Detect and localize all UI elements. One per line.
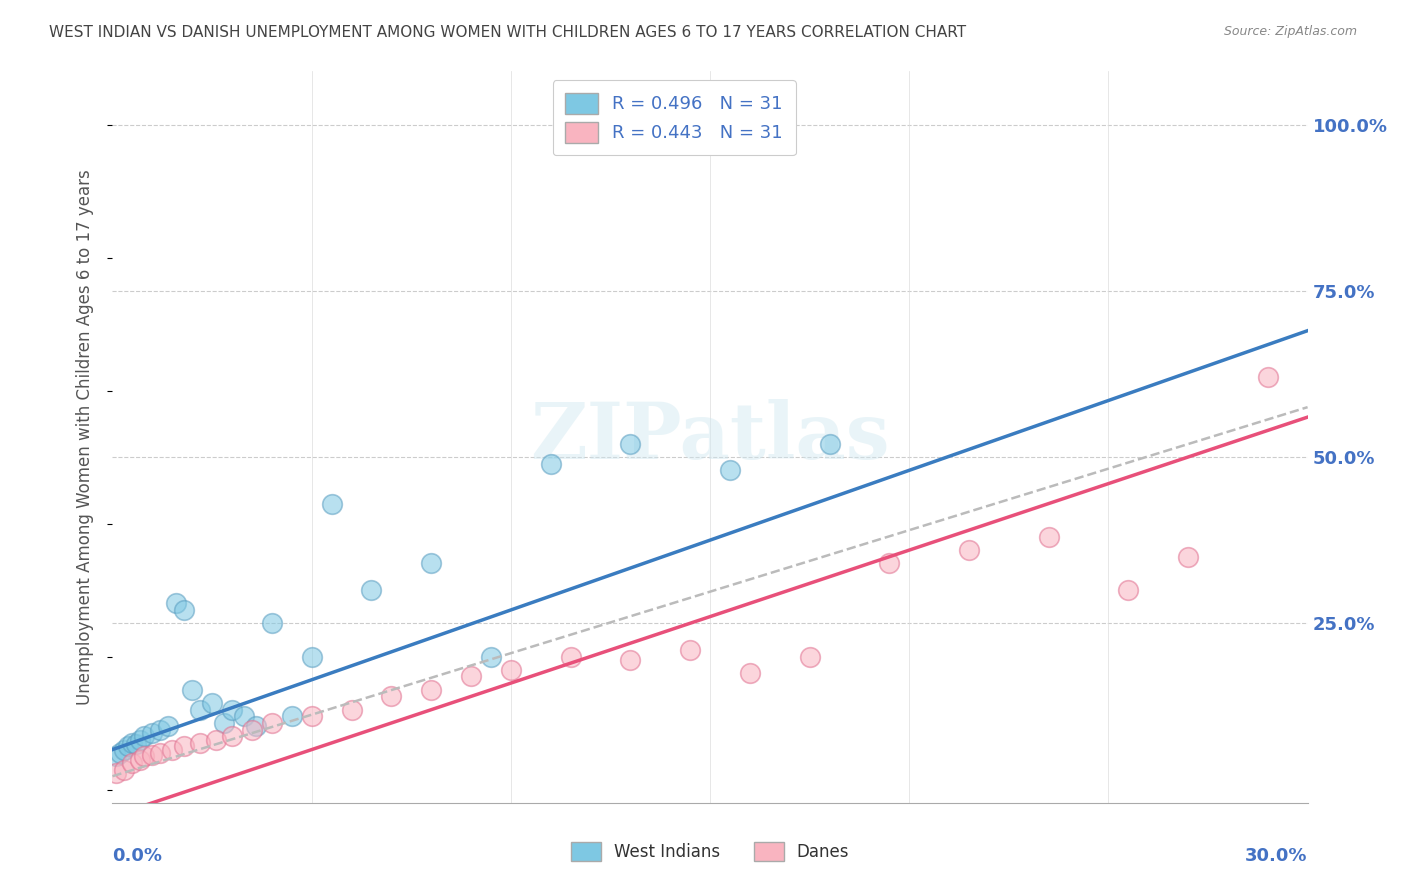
Text: ZIPatlas: ZIPatlas — [530, 399, 890, 475]
Point — [499, 663, 522, 677]
Point — [233, 709, 256, 723]
Point — [818, 436, 841, 450]
Point — [125, 737, 148, 751]
Point — [679, 643, 702, 657]
Point — [560, 649, 582, 664]
Point — [165, 596, 187, 610]
Point — [188, 736, 211, 750]
Point — [540, 457, 562, 471]
Point — [479, 649, 502, 664]
Point — [212, 716, 235, 731]
Text: Source: ZipAtlas.com: Source: ZipAtlas.com — [1223, 25, 1357, 38]
Point — [162, 742, 183, 756]
Point — [260, 716, 283, 731]
Point — [121, 756, 143, 770]
Point — [1257, 370, 1279, 384]
Point — [240, 723, 263, 737]
Point — [1118, 582, 1140, 597]
Point — [141, 747, 163, 762]
Point — [360, 582, 382, 597]
Point — [260, 616, 283, 631]
Point — [1038, 530, 1060, 544]
Point — [420, 557, 443, 571]
Point — [149, 723, 172, 737]
Point — [301, 649, 323, 664]
Point — [718, 463, 741, 477]
Point — [105, 749, 128, 764]
Point — [619, 436, 641, 450]
Point — [281, 709, 304, 723]
Point — [245, 719, 267, 733]
Point — [188, 703, 211, 717]
Point — [141, 726, 163, 740]
Point — [181, 682, 204, 697]
Point — [121, 736, 143, 750]
Point — [221, 729, 243, 743]
Point — [105, 765, 128, 780]
Text: 30.0%: 30.0% — [1246, 847, 1308, 864]
Point — [134, 749, 156, 764]
Point — [134, 729, 156, 743]
Text: WEST INDIAN VS DANISH UNEMPLOYMENT AMONG WOMEN WITH CHILDREN AGES 6 TO 17 YEARS : WEST INDIAN VS DANISH UNEMPLOYMENT AMONG… — [49, 25, 966, 40]
Point — [110, 746, 132, 760]
Point — [205, 732, 228, 747]
Point — [129, 753, 152, 767]
Point — [420, 682, 443, 697]
Point — [157, 719, 180, 733]
Point — [173, 739, 195, 754]
Point — [619, 653, 641, 667]
Point — [340, 703, 363, 717]
Point — [221, 703, 243, 717]
Point — [799, 649, 821, 664]
Point — [380, 690, 402, 704]
Point — [114, 763, 135, 777]
Point — [1177, 549, 1199, 564]
Point — [149, 746, 172, 760]
Point — [879, 557, 901, 571]
Y-axis label: Unemployment Among Women with Children Ages 6 to 17 years: Unemployment Among Women with Children A… — [76, 169, 94, 705]
Text: 0.0%: 0.0% — [112, 847, 163, 864]
Point — [201, 696, 224, 710]
Legend: West Indians, Danes: West Indians, Danes — [564, 835, 856, 868]
Point — [301, 709, 323, 723]
Point — [114, 742, 135, 756]
Point — [957, 543, 980, 558]
Point — [738, 666, 761, 681]
Point — [321, 497, 343, 511]
Point — [129, 732, 152, 747]
Point — [460, 669, 482, 683]
Point — [173, 603, 195, 617]
Point — [117, 739, 139, 754]
